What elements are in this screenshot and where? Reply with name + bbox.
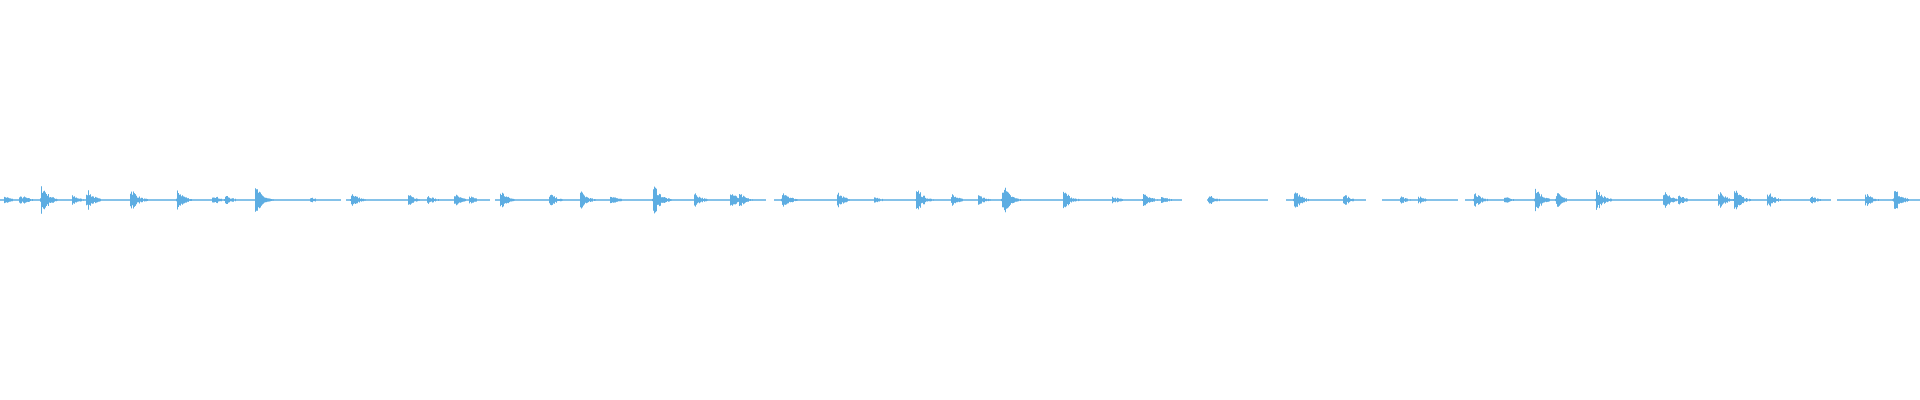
waveform-path — [0, 186, 1920, 214]
